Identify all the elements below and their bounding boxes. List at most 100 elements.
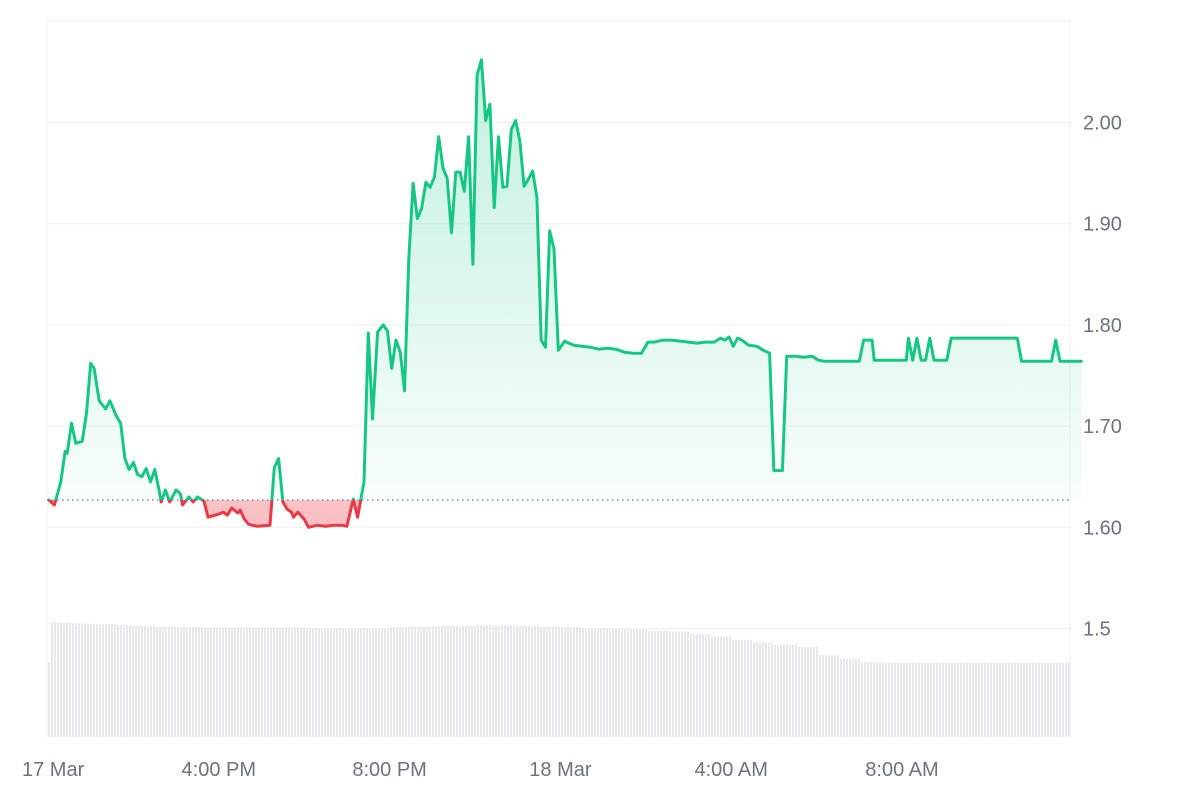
- volume-bar: [795, 644, 797, 737]
- volume-bar: [678, 631, 680, 737]
- volume-bar: [132, 624, 134, 737]
- volume-bar: [144, 625, 146, 737]
- volume-bar: [969, 662, 971, 737]
- volume-bar: [639, 629, 641, 737]
- volume-bar: [411, 626, 413, 737]
- volume-bar: [765, 642, 767, 737]
- down-area: [48, 499, 1082, 528]
- volume-bar: [426, 626, 428, 737]
- volume-bar: [543, 626, 545, 737]
- volume-bar: [1026, 662, 1028, 737]
- volume-bar: [804, 646, 806, 737]
- volume-bar: [297, 627, 299, 737]
- volume-bar: [294, 627, 296, 737]
- volume-bar: [225, 627, 227, 737]
- volume-bar: [672, 631, 674, 737]
- volume-bar: [915, 662, 917, 737]
- volume-bar: [84, 623, 86, 737]
- volume-bar: [162, 626, 164, 737]
- volume-bar: [702, 634, 704, 737]
- volume-bar: [903, 662, 905, 737]
- volume-bar: [1056, 662, 1058, 737]
- volume-bar: [1005, 662, 1007, 737]
- volume-bar: [522, 625, 524, 737]
- volume-bar: [585, 628, 587, 737]
- volume-bar: [231, 627, 233, 737]
- volume-bar: [183, 627, 185, 737]
- volume-bar: [279, 627, 281, 737]
- x-tick-label: 17 Mar: [22, 759, 85, 781]
- volume-bar: [987, 662, 989, 737]
- volume-bar: [924, 662, 926, 737]
- volume-bar: [108, 624, 110, 737]
- volume-bar: [489, 625, 491, 737]
- volume-bar: [126, 624, 128, 737]
- volume-bar: [879, 662, 881, 737]
- volume-bar: [507, 625, 509, 737]
- volume-bar: [570, 627, 572, 737]
- volume-bar: [48, 662, 50, 737]
- volume-bar: [1020, 662, 1022, 737]
- volume-bar: [414, 626, 416, 737]
- volume-bar: [444, 625, 446, 737]
- volume-bar: [645, 629, 647, 737]
- volume-bar: [567, 627, 569, 737]
- volume-bar: [309, 628, 311, 737]
- volume-bar: [537, 625, 539, 737]
- volume-bar: [594, 628, 596, 737]
- volume-bar: [855, 658, 857, 737]
- volume-bar: [798, 646, 800, 737]
- volume-bar: [546, 626, 548, 737]
- volume-bar: [453, 625, 455, 737]
- volume-bar: [744, 639, 746, 737]
- volume-bar: [264, 627, 266, 737]
- volume-bar: [378, 628, 380, 737]
- volume-bar: [513, 625, 515, 737]
- volume-bar: [747, 639, 749, 737]
- volume-bar: [1017, 662, 1019, 737]
- volume-bar: [342, 628, 344, 737]
- volume-bar: [120, 624, 122, 737]
- volume-bar: [345, 628, 347, 737]
- volume-bar: [867, 662, 869, 737]
- volume-bar: [849, 658, 851, 737]
- volume-bar: [714, 636, 716, 737]
- volume-bar: [600, 628, 602, 737]
- volume-bar: [792, 644, 794, 737]
- volume-bar: [810, 646, 812, 737]
- volume-bar: [687, 631, 689, 737]
- volume-bar: [921, 662, 923, 737]
- volume-bar: [285, 627, 287, 737]
- volume-bar: [840, 658, 842, 737]
- volume-bar: [504, 625, 506, 737]
- volume-bar: [861, 662, 863, 737]
- volume-bar: [375, 628, 377, 737]
- volume-bar: [603, 628, 605, 737]
- volume-bar: [282, 627, 284, 737]
- volume-bar: [114, 624, 116, 737]
- volume-bar: [153, 625, 155, 737]
- volume-bar: [111, 624, 113, 737]
- volume-bar: [837, 655, 839, 737]
- volume-bar: [771, 642, 773, 737]
- volume-bar: [825, 655, 827, 737]
- volume-bar: [615, 628, 617, 737]
- volume-bar: [243, 627, 245, 737]
- volume-bar: [858, 658, 860, 737]
- volume-bars: [48, 622, 1070, 737]
- volume-bar: [438, 625, 440, 737]
- volume-bar: [528, 625, 530, 737]
- volume-bar: [480, 625, 482, 737]
- volume-bar: [813, 646, 815, 737]
- volume-bar: [1035, 662, 1037, 737]
- volume-bar: [930, 662, 932, 737]
- volume-bar: [246, 627, 248, 737]
- volume-bar: [741, 639, 743, 737]
- volume-bar: [909, 662, 911, 737]
- volume-bar: [135, 625, 137, 737]
- y-tick-label: 1.80: [1083, 315, 1122, 337]
- volume-bar: [180, 627, 182, 737]
- volume-bar: [648, 630, 650, 737]
- volume-bar: [711, 636, 713, 737]
